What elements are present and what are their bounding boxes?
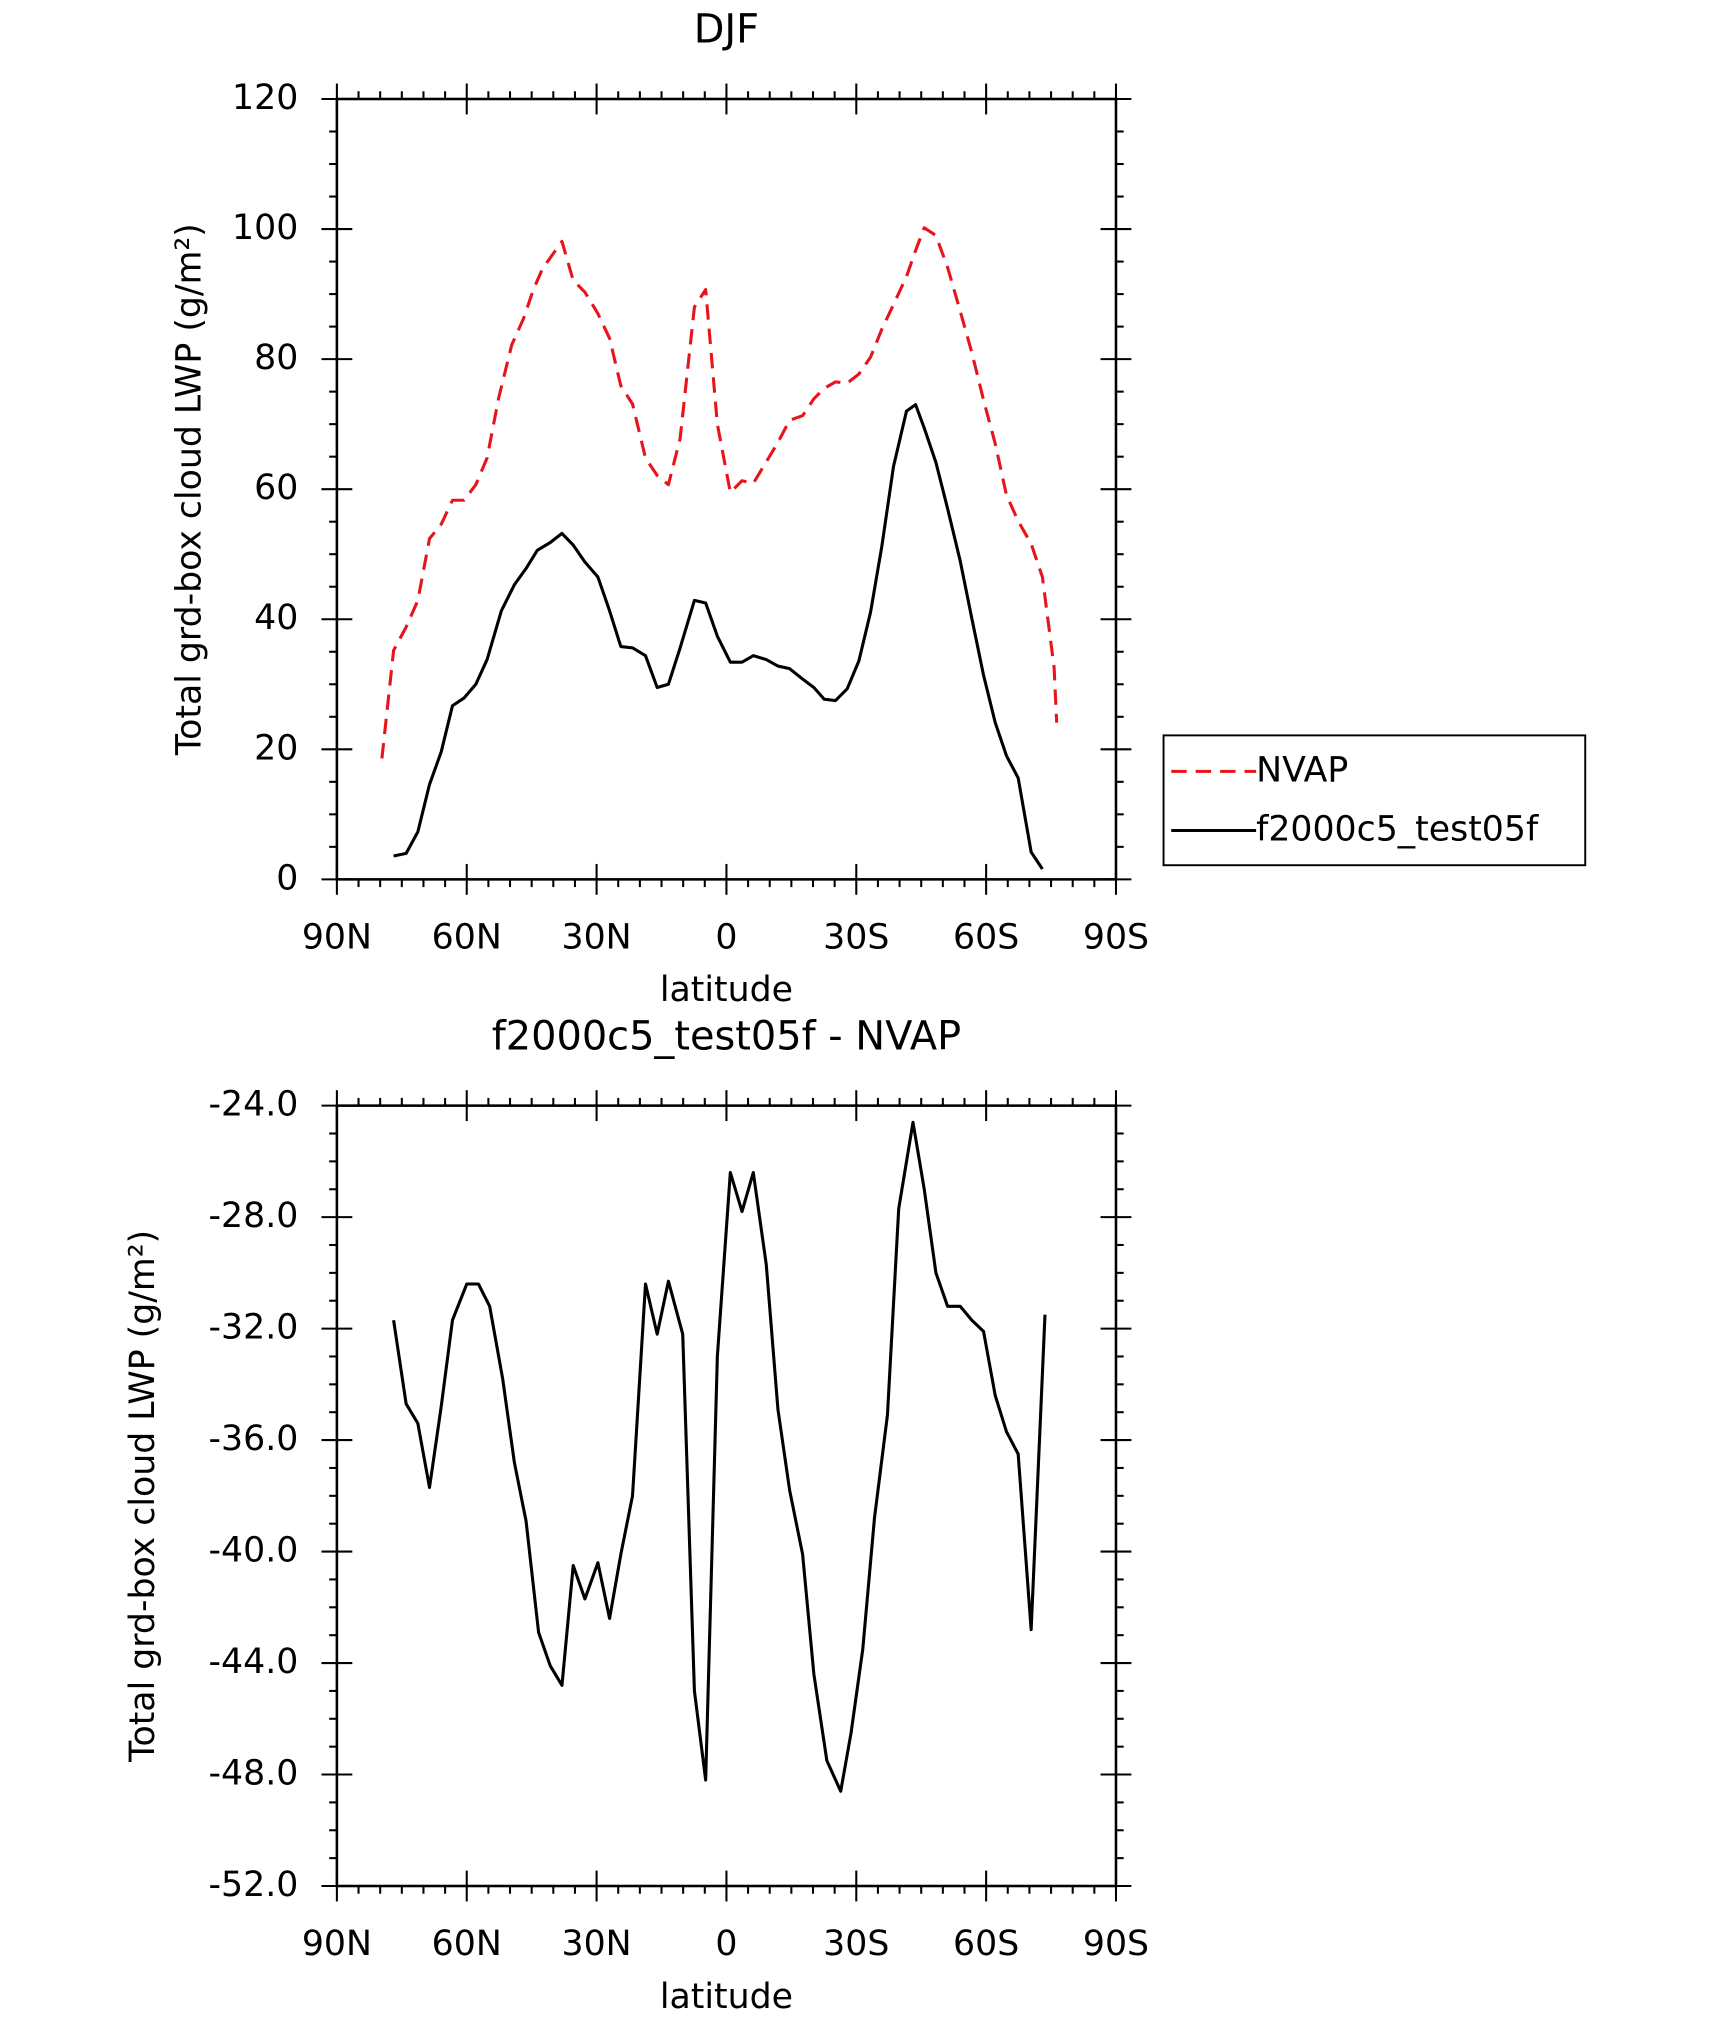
chart-title: DJF [694, 7, 759, 53]
y-tick-label: -52.0 [209, 1865, 299, 1905]
y-tick-label: -32.0 [209, 1308, 299, 1348]
x-tick-label: 90N [302, 918, 372, 958]
data-line [393, 403, 1044, 870]
x-tick-label: 60S [953, 918, 1019, 958]
y-tick-label: 0 [276, 858, 298, 898]
x-tick-label: 90N [302, 1924, 372, 1964]
y-tick-label: -24.0 [209, 1085, 299, 1125]
legend-label: f2000c5_test05f [1256, 810, 1539, 850]
data-line [380, 226, 1059, 759]
y-axis-label: Total grd-box cloud LWP (g/m²) [123, 1230, 163, 1763]
x-tick-label: 30N [562, 918, 632, 958]
legend: NVAP f2000c5_test05f [1162, 734, 1587, 867]
legend-box [1162, 734, 1587, 867]
y-tick-label: -40.0 [209, 1531, 299, 1571]
plot-frame [335, 1104, 1118, 1888]
y-tick-label: 80 [254, 338, 298, 378]
x-tick-label: 60N [432, 1924, 502, 1964]
x-tick-label: 30N [562, 1924, 632, 1964]
legend-label: NVAP [1256, 750, 1348, 790]
x-tick-label: 30S [823, 1924, 889, 1964]
y-tick-label: -48.0 [209, 1754, 299, 1794]
chart-title: f2000c5_test05f - NVAP [492, 1013, 961, 1059]
data-line [392, 1120, 1047, 1793]
y-tick-label: 40 [254, 598, 298, 638]
x-tick-label: 60N [432, 918, 502, 958]
y-tick-label: 100 [232, 208, 298, 248]
plot-frame [335, 97, 1118, 881]
y-tick-label: -36.0 [209, 1419, 299, 1459]
x-tick-label: 30S [823, 918, 889, 958]
y-tick-label: 20 [254, 728, 298, 768]
y-tick-label: -44.0 [209, 1642, 299, 1682]
x-axis-label: latitude [660, 1977, 793, 2017]
x-tick-label: 60S [953, 1924, 1019, 1964]
y-tick-label: 120 [232, 78, 298, 118]
y-tick-label: -28.0 [209, 1196, 299, 1236]
x-tick-label: 0 [715, 1924, 737, 1964]
x-axis-label: latitude [660, 970, 793, 1010]
y-axis-label: Total grd-box cloud LWP (g/m²) [169, 223, 209, 756]
y-tick-label: 60 [254, 468, 298, 508]
x-tick-label: 0 [715, 918, 737, 958]
x-tick-label: 90S [1083, 918, 1149, 958]
x-tick-label: 90S [1083, 1924, 1149, 1964]
